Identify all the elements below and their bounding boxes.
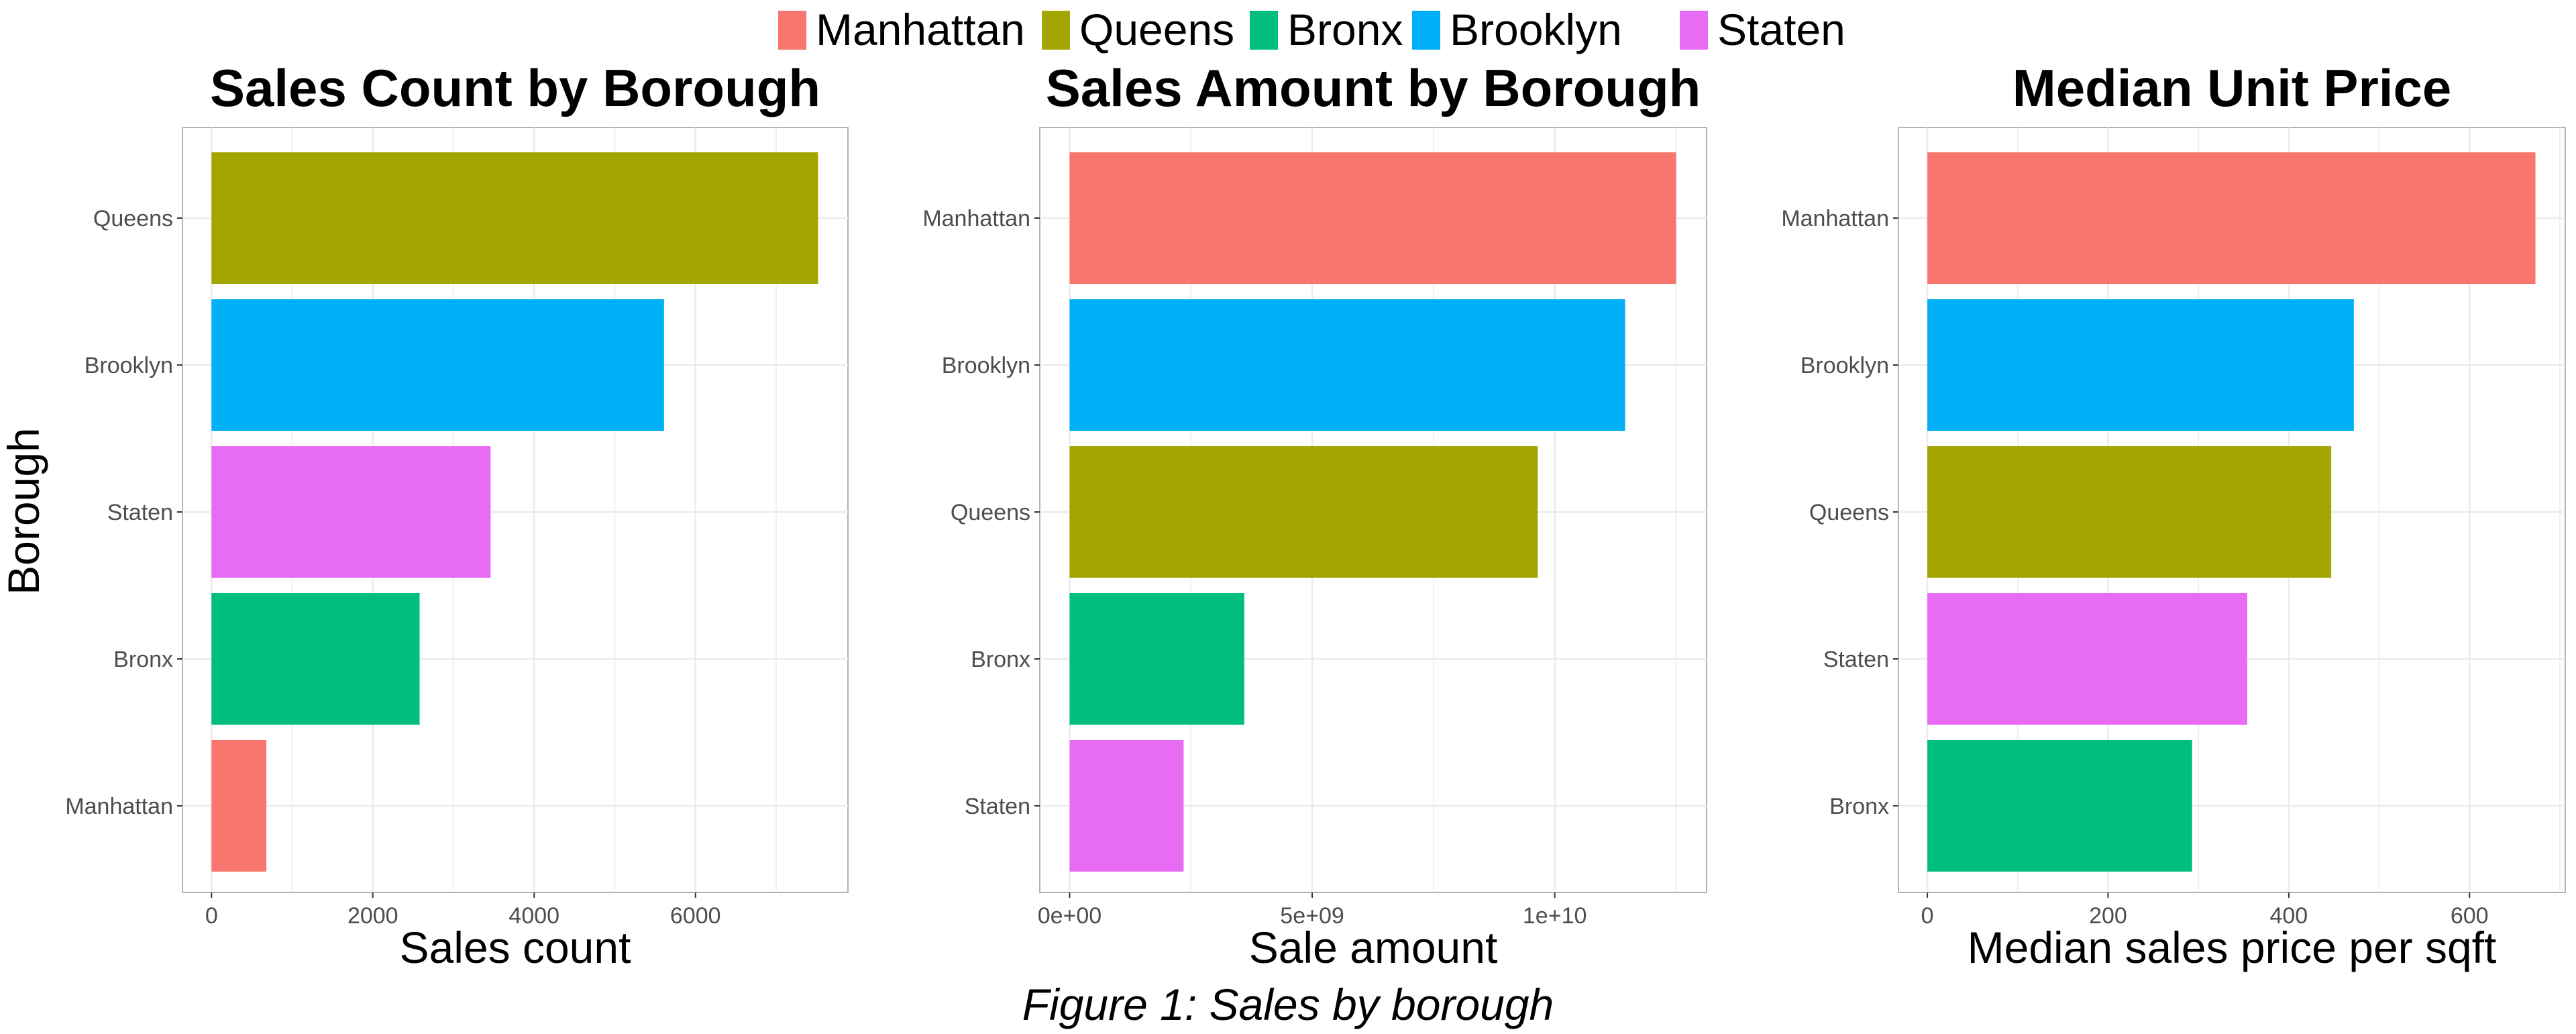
x-tick-label: 0: [1921, 903, 1934, 929]
chart-panel-2: Manhattan Brooklyn Queens Bronx Staten 0e+00 5…: [922, 58, 1707, 972]
y-tick-label-staten: Staten: [965, 794, 1030, 819]
legend-swatch-manhattan: [778, 11, 806, 50]
x-axis-label: Sales count: [400, 923, 631, 972]
chart-panel-1: Queens Brooklyn Staten Bronx Manhattan 0 2000 4…: [65, 58, 849, 972]
bar-queens: [1069, 446, 1538, 578]
bar-staten: [1927, 593, 2247, 725]
legend-swatch-brooklyn: [1412, 11, 1440, 50]
legend-label-bronx: Bronx: [1287, 5, 1403, 54]
y-tick-label-manhattan: Manhattan: [1781, 206, 1889, 231]
bar-manhattan: [1927, 152, 2536, 284]
legend-label-manhattan: Manhattan: [816, 5, 1025, 54]
shared-y-axis-label: Borough: [0, 427, 48, 595]
figure-caption: Figure 1: Sales by borough: [1022, 980, 1554, 1029]
legend-label-queens: Queens: [1079, 5, 1234, 54]
bar-queens: [1927, 446, 2332, 578]
chart-panel-3: Manhattan Brooklyn Queens Staten Bronx 0 200 40…: [1781, 58, 2566, 972]
x-tick-label: 400: [2269, 903, 2308, 929]
legend-swatch-staten: [1680, 11, 1708, 50]
x-tick-label: 6000: [670, 903, 721, 929]
x-tick-label: 5e+09: [1280, 903, 1344, 929]
y-tick-label-staten: Staten: [107, 500, 173, 525]
bar-queens: [211, 152, 818, 284]
bar-staten: [1069, 740, 1184, 872]
chart-title: Median Unit Price: [2012, 58, 2451, 117]
bar-brooklyn: [1927, 299, 2354, 431]
y-tick-label-staten: Staten: [1823, 647, 1889, 672]
x-tick-label: 0e+00: [1038, 903, 1102, 929]
bar-bronx: [1927, 740, 2192, 872]
x-tick-label: 2000: [347, 903, 398, 929]
y-tick-label-queens: Queens: [1809, 500, 1889, 525]
y-tick-label-bronx: Bronx: [1829, 794, 1889, 819]
y-tick-label-manhattan: Manhattan: [65, 794, 173, 819]
x-axis-label: Median sales price per sqft: [1968, 923, 2497, 972]
y-tick-label-queens: Queens: [93, 206, 173, 231]
legend-swatch-queens: [1042, 11, 1070, 50]
bar-bronx: [1069, 593, 1244, 725]
x-axis-label: Sale amount: [1249, 923, 1498, 972]
y-tick-label-manhattan: Manhattan: [922, 206, 1030, 231]
legend: Manhattan Queens Bronx Brooklyn Staten: [778, 5, 1845, 54]
bar-manhattan: [211, 740, 267, 872]
y-tick-label-brooklyn: Brooklyn: [85, 353, 173, 378]
legend-label-brooklyn: Brooklyn: [1450, 5, 1622, 54]
x-tick-label: 4000: [508, 903, 559, 929]
bar-bronx: [211, 593, 420, 725]
x-tick-label: 1e+10: [1523, 903, 1587, 929]
bar-brooklyn: [211, 299, 664, 431]
bar-manhattan: [1069, 152, 1676, 284]
y-tick-label-brooklyn: Brooklyn: [1801, 353, 1889, 378]
x-tick-label: 0: [205, 903, 218, 929]
x-tick-label: 200: [2089, 903, 2127, 929]
y-tick-label-brooklyn: Brooklyn: [942, 353, 1030, 378]
chart-title: Sales Count by Borough: [210, 58, 820, 117]
y-tick-label-bronx: Bronx: [113, 647, 173, 672]
bar-brooklyn: [1069, 299, 1625, 431]
bar-staten: [211, 446, 491, 578]
x-tick-label: 600: [2451, 903, 2489, 929]
chart-title: Sales Amount by Borough: [1046, 58, 1701, 117]
y-tick-label-bronx: Bronx: [971, 647, 1030, 672]
legend-label-staten: Staten: [1717, 5, 1845, 54]
legend-swatch-bronx: [1250, 11, 1278, 50]
y-tick-label-queens: Queens: [951, 500, 1030, 525]
